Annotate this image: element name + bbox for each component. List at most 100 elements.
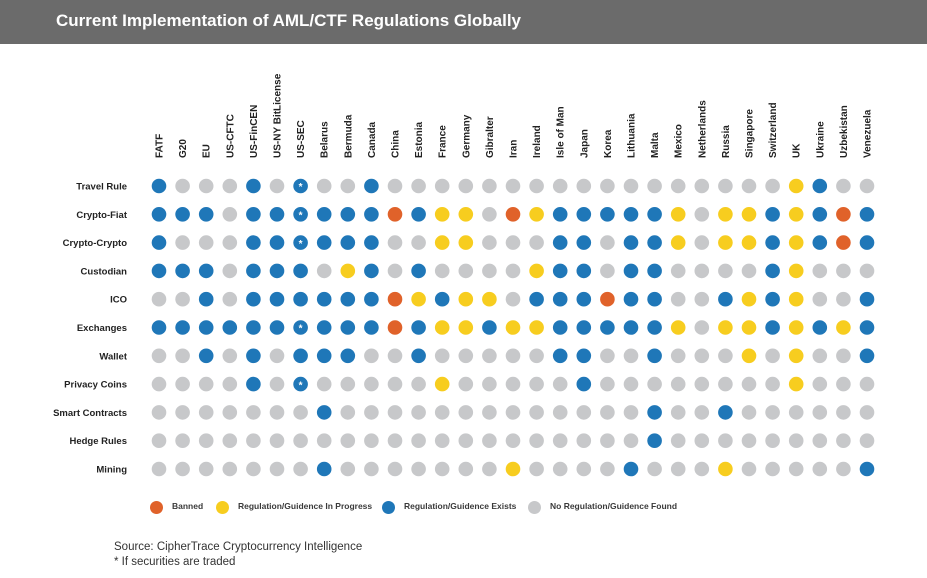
- status-dot: [387, 178, 403, 194]
- status-dot: [269, 178, 285, 194]
- status-dot: [316, 207, 332, 222]
- asterisk-mark: *: [299, 182, 303, 193]
- status-dot: [151, 433, 167, 449]
- status-dot: [458, 263, 474, 279]
- column-label: Malta: [650, 132, 661, 158]
- status-dot: [859, 263, 875, 279]
- status-dot: [765, 263, 780, 279]
- status-dot: [175, 461, 190, 477]
- status-dot: [718, 263, 733, 279]
- status-dot: [340, 178, 356, 194]
- status-dot: [765, 178, 780, 194]
- row-label: Wallet: [99, 351, 127, 362]
- status-dot: [788, 235, 804, 250]
- status-dot: [600, 291, 615, 307]
- status-dot: [293, 348, 308, 364]
- status-dot: [316, 376, 332, 392]
- status-dot: [694, 348, 710, 364]
- status-dot: [387, 263, 403, 279]
- status-dot: [647, 376, 662, 392]
- status-dot: [411, 291, 426, 307]
- status-dot: [741, 320, 757, 335]
- status-dot: [198, 376, 214, 392]
- status-dot: [387, 376, 403, 392]
- status-dot: [718, 405, 733, 420]
- status-dot: [600, 207, 615, 222]
- status-dot: [151, 178, 167, 194]
- status-dot: [505, 235, 521, 250]
- status-dot: [812, 461, 828, 477]
- legend-label: Banned: [172, 501, 204, 511]
- status-dot: [741, 263, 757, 279]
- status-dot: [505, 348, 521, 364]
- status-dot: [812, 263, 828, 279]
- status-dot: [505, 207, 521, 222]
- status-dot: [741, 376, 757, 392]
- status-dot: [458, 376, 474, 392]
- status-dot: [482, 433, 497, 449]
- status-dot: [836, 263, 851, 279]
- asterisk-mark: *: [299, 211, 303, 222]
- status-dot: [458, 178, 474, 194]
- status-dot: [552, 291, 568, 307]
- status-dot: [222, 263, 238, 279]
- status-dot: [458, 405, 474, 420]
- status-dot: [434, 263, 450, 279]
- status-dot: [765, 320, 780, 335]
- status-dot: [859, 291, 875, 307]
- status-dot: [505, 461, 521, 477]
- status-dot: [647, 263, 662, 279]
- status-dot: [293, 207, 308, 222]
- row-label: Travel Rule: [76, 182, 127, 193]
- status-dot: [600, 348, 615, 364]
- status-dot: [552, 178, 568, 194]
- status-dot: [151, 376, 167, 392]
- status-dot: [741, 235, 757, 250]
- status-dot: [623, 433, 639, 449]
- status-dot: [387, 461, 403, 477]
- status-dot: [600, 376, 615, 392]
- status-dot: [670, 348, 686, 364]
- status-dot: [434, 348, 450, 364]
- row-label: Mining: [96, 465, 127, 476]
- status-dot: [600, 235, 615, 250]
- status-dot: [175, 263, 190, 279]
- status-dot: [246, 291, 261, 307]
- column-label: Netherlands: [697, 100, 708, 158]
- status-dot: [364, 433, 379, 449]
- status-dot: [411, 263, 426, 279]
- status-dot: [222, 348, 238, 364]
- asterisk-mark: *: [299, 380, 303, 391]
- column-label: Russia: [721, 125, 732, 158]
- status-dot: [623, 291, 639, 307]
- status-dot: [859, 348, 875, 364]
- row-label: Privacy Coins: [64, 380, 127, 391]
- status-dot: [175, 207, 190, 222]
- status-dot: [151, 235, 167, 250]
- status-dot: [434, 376, 450, 392]
- status-dot: [482, 376, 497, 392]
- status-dot: [269, 433, 285, 449]
- status-dot: [175, 348, 190, 364]
- status-dot: [836, 405, 851, 420]
- status-dot: [458, 320, 474, 335]
- status-dot: [316, 348, 332, 364]
- status-dot: [246, 405, 261, 420]
- status-dot: [694, 320, 710, 335]
- status-dot: [812, 320, 828, 335]
- asterisk-mark: *: [299, 239, 303, 250]
- status-dot: [246, 320, 261, 335]
- status-dot: [552, 320, 568, 335]
- status-dot: [340, 461, 356, 477]
- status-dot: [175, 291, 190, 307]
- status-dot: [812, 235, 828, 250]
- status-dot: [222, 207, 238, 222]
- status-dot: [198, 348, 214, 364]
- status-dot: [718, 461, 733, 477]
- status-dot: [647, 178, 662, 194]
- status-dot: [552, 376, 568, 392]
- status-dot: [198, 433, 214, 449]
- footnote-text: * If securities are traded: [114, 556, 236, 568]
- row-label: Hedge Rules: [69, 436, 127, 447]
